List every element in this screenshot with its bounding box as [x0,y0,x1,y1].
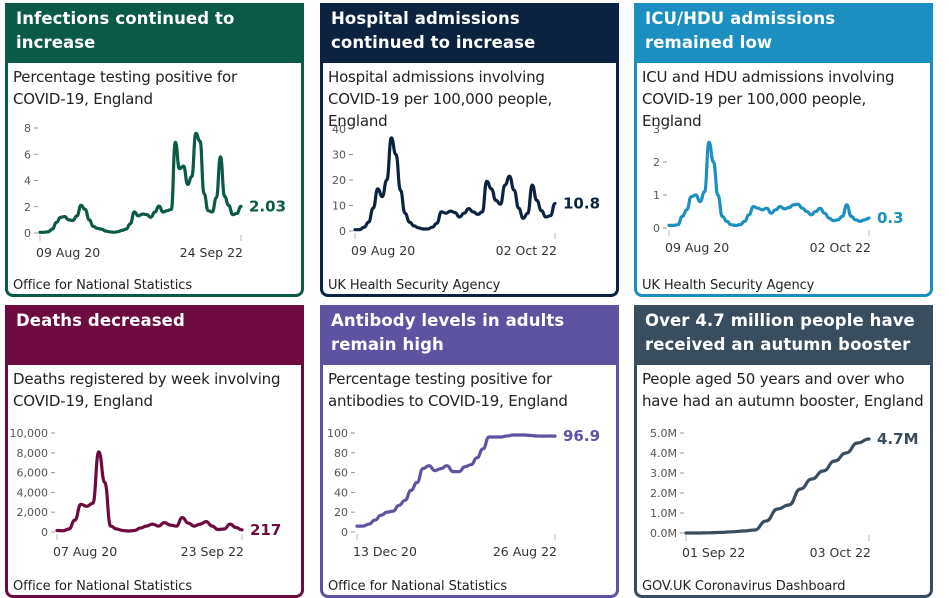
card-icu-admissions: ICU/HDU admissions remained low ICU and … [634,3,933,297]
chart-icu-admissions: 0 1 2 3 09 Aug 20 02 Oct 22 0.3 [653,123,904,255]
y-tick-label: 20 [334,506,348,519]
y-tick-label: 1 [653,189,660,202]
series-line [38,131,243,234]
y-tick-label: 6,000 [17,467,49,480]
x-tick-label: 24 Sep 22 [180,245,243,260]
y-tick-label: 0 [41,526,48,539]
y-tick-label: 0 [341,526,348,539]
subtitle-line: COVID-19 per 100,000 people, England [642,90,867,130]
x-tick-label: 09 Aug 20 [36,245,100,260]
y-tick-label: 40 [332,123,346,136]
x-tick-label: 07 Aug 20 [53,544,117,559]
chart-autumn-booster: 0.0M 1.0M 2.0M 3.0M 4.0M 5.0M 01 Sep 22 03 Oct … [650,427,919,560]
y-tick-label: 30 [332,149,346,162]
subtitle-line: People aged 50 years and over who [642,370,905,388]
y-tick-label: 4.0M [650,447,677,460]
y-tick-label: 0 [653,222,660,235]
y-tick-label: 2.0M [650,487,677,500]
x-tick-label: 26 Aug 22 [493,544,557,559]
y-tick-label: 8 [24,122,31,135]
series-line [684,437,871,535]
card-infections: Infections continued to increase Percent… [5,3,304,297]
card-source: Office for National Statistics [13,579,193,594]
card-headline: Antibody levels in adults remain high [320,305,619,365]
card-source: UK Health Security Agency [642,278,815,293]
y-tick-label: 10,000 [10,427,49,440]
y-tick-label: 2 [24,201,31,214]
latest-value-label: 2.03 [249,197,286,215]
y-tick-label: 1.0M [650,507,677,520]
card-subtitle: Percentage testing positive for antibodie… [328,368,568,412]
card-source: UK Health Security Agency [328,278,501,293]
y-tick-label: 0 [339,225,346,238]
y-tick-label: 100 [327,427,348,440]
chart-hospital-admissions: 0 10 20 30 40 09 Aug 20 02 Oct 22 10.8 [332,123,600,258]
card-subtitle: Percentage testing positive for COVID-19,… [13,66,237,110]
series-line [667,140,871,228]
card-subtitle: ICU and HDU admissions involving COVID-19… [642,66,930,132]
card-headline: ICU/HDU admissions remained low [634,3,933,63]
card-subtitle: Hospital admissions involving COVID-19 pe… [328,66,616,132]
subtitle-line: Percentage testing positive for [13,68,237,86]
x-tick-label: 23 Sep 22 [181,544,244,559]
subtitle-line: COVID-19, England [13,392,153,410]
y-tick-label: 80 [334,447,348,460]
y-tick-label: 3 [653,123,660,136]
card-headline: Over 4.7 million people have received an… [634,305,933,365]
card-headline: Infections continued to increase [5,3,304,63]
y-tick-label: 2 [653,156,660,169]
latest-value-label: 4.7M [877,430,919,448]
y-tick-label: 0.0M [650,527,677,540]
card-subtitle: People aged 50 years and over who have ha… [642,368,924,412]
y-tick-label: 60 [334,467,348,480]
card-source: Office for National Statistics [13,278,193,293]
card-subtitle: Deaths registered by week involving COVID… [13,368,280,412]
x-tick-label: 09 Aug 20 [665,240,729,255]
latest-value-label: 96.9 [563,427,600,445]
card-source: Office for National Statistics [328,579,508,594]
latest-value-label: 0.3 [877,209,904,227]
x-tick-label: 02 Oct 22 [496,243,557,258]
subtitle-line: Deaths registered by week involving [13,370,281,388]
card-hospital-admissions: Hospital admissions continued to increas… [320,3,619,297]
subtitle-line: COVID-19, England [13,90,153,108]
card-autumn-booster: Over 4.7 million people have received an… [634,305,933,598]
subtitle-line: Percentage testing positive for [328,370,552,388]
card-headline: Hospital admissions continued to increas… [320,3,619,63]
x-tick-label: 09 Aug 20 [351,243,415,258]
card-source: GOV.UK Coronavirus Dashboard [642,579,846,594]
x-tick-label: 13 Dec 20 [353,544,417,559]
subtitle-line: antibodies to COVID-19, England [328,392,568,410]
y-tick-label: 8,000 [17,447,49,460]
chart-antibody-levels: 0 20 40 60 80 100 13 Dec 20 26 Aug 22 96.9 [327,427,600,559]
y-tick-label: 4 [24,175,31,188]
series-line [55,450,244,533]
chart-deaths: 0 2,000 4,000 6,000 8,000 10,000 07 Aug 20 23 S… [10,427,282,559]
y-tick-label: 0 [24,227,31,240]
y-tick-label: 4,000 [17,486,49,499]
card-antibody-levels: Antibody levels in adults remain high Pe… [320,305,619,598]
y-tick-label: 10 [332,200,346,213]
series-line [355,433,557,528]
chart-infections: 0 2 4 6 8 09 Aug 20 24 Sep 22 2.03 [24,122,286,260]
subtitle-line: ICU and HDU admissions involving [642,68,895,86]
latest-value-label: 217 [250,521,281,539]
y-tick-label: 3.0M [650,467,677,480]
y-tick-label: 5.0M [650,427,677,440]
x-tick-label: 03 Oct 22 [810,545,871,560]
latest-value-label: 10.8 [563,194,600,212]
x-tick-label: 01 Sep 22 [682,545,745,560]
card-headline: Deaths decreased [5,305,304,365]
subtitle-line: have had an autumn booster, England [642,392,924,410]
y-tick-label: 40 [334,486,348,499]
subtitle-line: COVID-19 per 100,000 people, England [328,90,553,130]
card-deaths: Deaths decreased Deaths registered by we… [5,305,304,598]
series-line [353,136,557,232]
y-tick-label: 20 [332,174,346,187]
y-tick-label: 2,000 [17,506,49,519]
y-tick-label: 6 [24,148,31,161]
subtitle-line: Hospital admissions involving [328,68,545,86]
x-tick-label: 02 Oct 22 [810,240,871,255]
